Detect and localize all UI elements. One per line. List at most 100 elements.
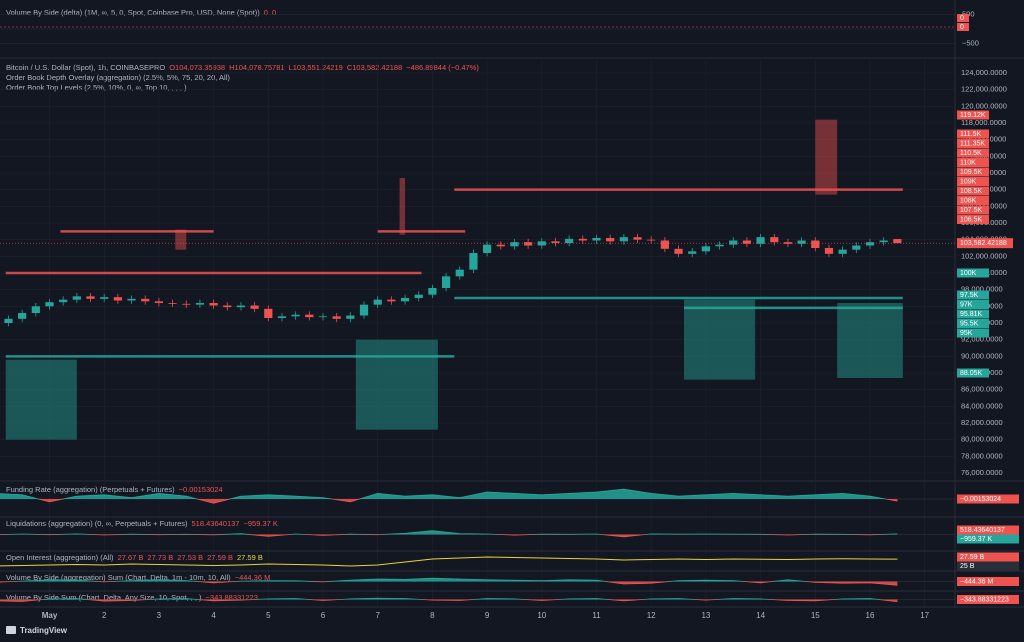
candle-body <box>879 240 888 243</box>
candle-body <box>182 303 191 305</box>
header-value: 27.59 B <box>207 553 233 562</box>
order-tag <box>957 196 989 205</box>
y-tick-label: 92,000.0000 <box>961 335 1003 344</box>
area-fill <box>0 530 898 537</box>
depth-wall <box>5 359 77 440</box>
candle-body <box>633 237 642 240</box>
order-tag-text: 100K <box>960 270 977 277</box>
candle-body <box>496 244 505 247</box>
candle-body <box>18 313 27 319</box>
header-value: C103,582.42188 <box>347 63 402 72</box>
order-tag <box>957 309 989 319</box>
axis-tag-text: −0.00153024 <box>960 496 1001 503</box>
candle-body <box>455 269 464 277</box>
header-value: −486.89844 (−0.47%) <box>406 63 479 72</box>
candle-body <box>606 238 615 242</box>
order-tag-text: 111.5K <box>960 131 981 138</box>
order-tag-text: 108.5K <box>960 188 983 195</box>
order-tag <box>957 148 989 158</box>
candle-body <box>305 314 314 318</box>
y-tick-label: 120,000.0000 <box>961 101 1007 110</box>
last-price-tag <box>957 238 1013 249</box>
y-tick-label: 98,000.0000 <box>961 285 1003 294</box>
candle-body <box>824 248 834 254</box>
area-line <box>0 597 898 603</box>
pane-title: Liquidations (aggregation) (0, ∞, Perpet… <box>6 519 188 528</box>
candle-body <box>701 246 711 252</box>
axis-tag-text: −959.37 K <box>960 536 992 543</box>
axis-tag <box>957 23 969 31</box>
x-tick-label: May <box>42 611 58 620</box>
axis-tag <box>957 494 1019 504</box>
pane-title: Volume By Side Sum (Chart, Delta, Any Si… <box>6 593 202 602</box>
candle-body <box>318 316 328 318</box>
order-tag <box>957 328 989 338</box>
axis-tag <box>957 552 1019 562</box>
order-tag-text: 97K <box>960 301 973 308</box>
order-tag <box>957 167 989 177</box>
candle-body <box>264 308 273 318</box>
candle-body <box>4 318 13 323</box>
candle-body <box>236 305 246 308</box>
logo-icon <box>6 626 16 634</box>
candle-body <box>565 238 574 243</box>
candle-body <box>537 241 546 246</box>
candle-body <box>414 294 423 298</box>
axis-tag-text: 0 <box>960 24 964 31</box>
order-tag-text: 106.5K <box>960 216 983 223</box>
candle-body <box>619 237 628 242</box>
x-tick-label: 5 <box>266 611 271 620</box>
order-tag <box>957 300 989 309</box>
x-tick-label: 4 <box>211 611 216 620</box>
header-value: −444.36 M <box>235 573 271 582</box>
candle-body <box>250 305 259 309</box>
order-tag <box>957 268 989 278</box>
order-tag <box>957 215 989 224</box>
candle-body <box>277 316 287 318</box>
order-tag <box>957 110 989 120</box>
candle-body <box>168 303 177 304</box>
axis-tag-text: 0 <box>960 15 964 22</box>
last-price-text: 103,582.42188 <box>960 240 1007 247</box>
candle-body <box>45 302 54 307</box>
area-line <box>0 488 898 504</box>
axis-tag <box>957 525 1019 535</box>
depth-wall <box>175 229 187 250</box>
x-tick-label: 14 <box>756 611 765 620</box>
candle-body <box>127 298 136 301</box>
candle-body <box>154 301 164 303</box>
candle-body <box>674 248 683 254</box>
x-tick-label: 10 <box>537 611 546 620</box>
order-tag <box>957 158 989 167</box>
order-tag <box>957 368 989 378</box>
candle-body <box>100 297 109 299</box>
y-tick-label: 118,000.0000 <box>961 118 1006 127</box>
axis-tag <box>957 577 1019 586</box>
series-line <box>0 556 898 567</box>
candle-body <box>524 242 533 246</box>
candle-body <box>510 242 519 247</box>
header-value: L103,551.24219 <box>289 63 343 72</box>
y-tick-label: 122,000.0000 <box>961 85 1007 94</box>
pane-title: Volume By Side (aggregation) Sum (Chart,… <box>6 573 231 582</box>
candle-body <box>715 244 724 247</box>
x-tick-label: 2 <box>102 611 107 620</box>
order-tag-text: 110K <box>960 159 976 166</box>
candle-body <box>783 242 793 244</box>
x-tick-label: 8 <box>430 611 435 620</box>
candle-body <box>141 298 150 302</box>
depth-wall <box>837 303 903 378</box>
order-tag <box>957 177 989 186</box>
pane-title: Open Interest (aggregation) (All) <box>6 553 114 562</box>
pane-title: Funding Rate (aggregation) (Perpetuals +… <box>6 485 175 494</box>
y-tick-label: −500 <box>962 38 979 47</box>
order-tag-text: 95K <box>960 330 973 337</box>
order-tag <box>957 319 989 328</box>
x-tick-label: 16 <box>866 611 875 620</box>
depth-wall <box>399 178 406 235</box>
footer-logo[interactable]: TradingView <box>20 626 68 635</box>
header-value: −959.37 K <box>243 519 277 528</box>
order-tag-text: 108K <box>960 197 977 204</box>
candle-body <box>72 296 81 300</box>
candle-body <box>482 244 492 253</box>
